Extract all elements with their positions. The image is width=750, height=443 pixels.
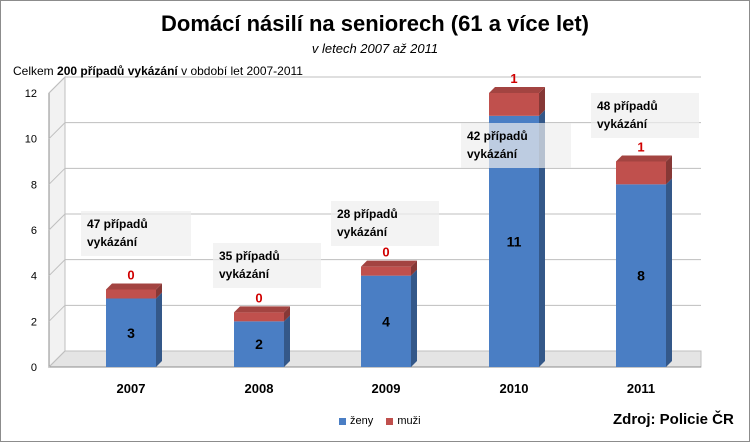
- data-label-zeny: 2: [255, 336, 263, 352]
- chart-subtitle: v letech 2007 až 2011: [311, 41, 439, 56]
- annotation-box: [461, 123, 571, 168]
- x-tick-label: 2009: [372, 381, 401, 396]
- legend-swatch-muzi: [386, 417, 394, 425]
- legend-item-zeny: ženy: [339, 415, 373, 427]
- bar-top: [361, 260, 417, 267]
- annotation-line1: 47 případů: [87, 217, 148, 231]
- legend-item-muzi: muži: [386, 415, 421, 427]
- data-label-muzi: 0: [255, 290, 262, 305]
- bar-zeny-side: [156, 292, 162, 367]
- annotation-box: [213, 243, 321, 288]
- y-tick-label: 12: [25, 88, 37, 100]
- annotation-line2: vykázání: [87, 235, 138, 249]
- annotation-line1: 28 případů: [337, 207, 398, 221]
- data-label-zeny: 8: [637, 268, 645, 284]
- data-label-muzi: 1: [510, 71, 517, 86]
- bar-top: [616, 155, 672, 162]
- source-note: Zdroj: Policie ČR: [613, 411, 734, 428]
- summary-text: Celkem 200 případů vykázání v období let…: [13, 64, 303, 78]
- data-label-zeny: 11: [507, 233, 522, 249]
- bar-muzi-side: [156, 283, 162, 299]
- annotation-line2: vykázání: [467, 147, 518, 161]
- bar-zeny: [234, 321, 284, 367]
- bar-zeny: [106, 298, 156, 367]
- bar-muzi: [361, 266, 411, 276]
- data-label-muzi: 0: [127, 268, 134, 283]
- y-tick-label: 4: [31, 271, 37, 283]
- bar-zeny-side: [284, 315, 290, 367]
- bar-muzi: [616, 161, 666, 185]
- bar-muzi-side: [539, 87, 545, 116]
- y-tick-label: 2: [31, 316, 37, 328]
- bar-zeny: [361, 275, 411, 367]
- bar-zeny: [616, 184, 666, 367]
- bar-muzi: [234, 312, 284, 322]
- bar-muzi: [106, 289, 156, 299]
- annotation-line1: 48 případů: [597, 99, 658, 113]
- x-tick-label: 2010: [500, 381, 529, 396]
- summary-prefix: Celkem: [13, 64, 54, 78]
- annotation-line2: vykázání: [597, 117, 648, 131]
- bar-top: [234, 306, 290, 313]
- annotation-line1: 35 případů: [219, 249, 280, 263]
- legend: ženy muži: [339, 415, 431, 428]
- data-label-muzi: 1: [637, 140, 644, 155]
- y-tick-label: 0: [31, 362, 37, 374]
- gridline-12: [48, 76, 701, 94]
- annotation-box: [331, 201, 439, 246]
- bar-muzi: [489, 93, 539, 116]
- annotation-line2: vykázání: [337, 225, 388, 239]
- annotation-line1: 42 případů: [467, 129, 528, 143]
- bar-muzi-side: [411, 260, 417, 276]
- legend-label-zeny: ženy: [350, 415, 374, 427]
- y-tick-label: 8: [31, 179, 37, 191]
- legend-swatch-zeny: [339, 417, 346, 425]
- bar-muzi-side: [284, 306, 290, 322]
- annotation-box: [591, 93, 699, 138]
- annotation-box: [81, 211, 191, 256]
- x-tick-label: 2007: [117, 381, 146, 396]
- x-tick-label: 2008: [245, 381, 274, 396]
- gridline-8: [48, 167, 701, 185]
- bar-zeny-side: [666, 178, 672, 367]
- bar-zeny-side: [539, 109, 545, 367]
- chart-title: Domácí násilí na seniorech (61 a více le…: [161, 11, 589, 36]
- summary-suffix: v období let 2007-2011: [181, 64, 303, 78]
- bar-top: [106, 283, 162, 290]
- bar-top: [489, 87, 545, 93]
- x-tick-label: 2011: [627, 381, 655, 396]
- data-label-zeny: 3: [127, 325, 135, 341]
- y-tick-label: 6: [31, 225, 37, 237]
- summary-bold: 200 případů vykázání: [57, 64, 178, 78]
- data-label-zeny: 4: [382, 313, 390, 329]
- bar-zeny-side: [411, 269, 417, 367]
- bar-muzi-side: [666, 155, 672, 185]
- legend-label-muzi: muži: [397, 415, 421, 427]
- y-tick-label: 10: [25, 134, 37, 146]
- data-label-muzi: 0: [382, 245, 389, 260]
- annotation-line2: vykázání: [219, 267, 270, 281]
